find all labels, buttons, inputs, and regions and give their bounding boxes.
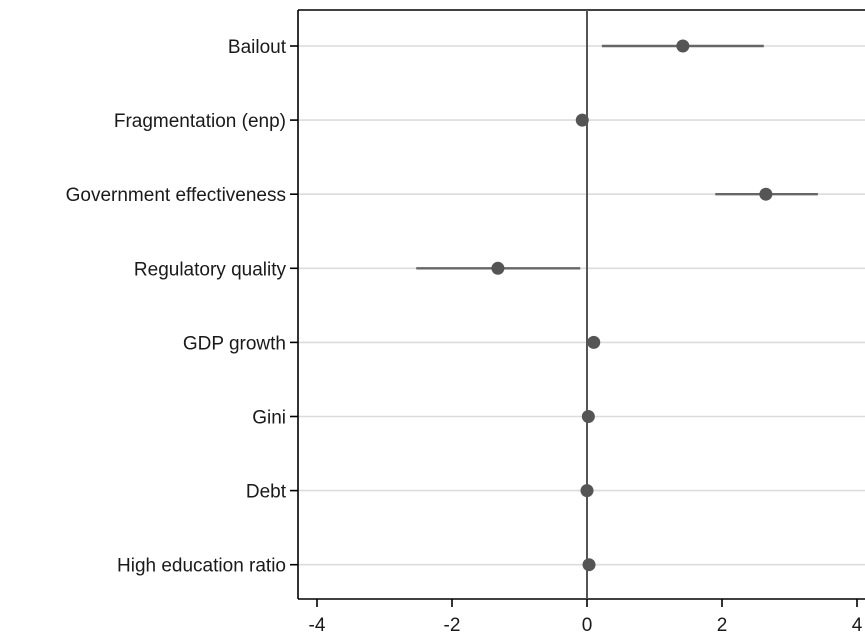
x-tick-label: -4 [309,615,326,633]
x-tick-label: 4 [852,615,863,633]
x-tick-label: 2 [717,615,728,633]
y-tick-label: Regulatory quality [134,259,287,280]
x-tick-label: -2 [444,615,461,633]
point-estimate [581,410,595,423]
y-tick-label: Fragmentation (enp) [114,111,286,132]
y-tick-label: High education ratio [117,556,286,577]
x-tick-label: 0 [582,615,593,633]
point-estimate [582,558,596,572]
y-tick-label: Debt [246,482,287,503]
y-tick-label: Gini [252,408,286,429]
y-tick-label: Government effectiveness [66,185,286,206]
point-estimate [575,113,589,127]
point-estimate [759,187,773,201]
point-estimate [491,261,505,275]
point-estimate [587,335,601,349]
y-tick-label: Bailout [228,37,287,58]
point-estimate [580,484,594,498]
y-tick-label: GDP growth [183,333,286,354]
point-estimate [676,39,690,53]
